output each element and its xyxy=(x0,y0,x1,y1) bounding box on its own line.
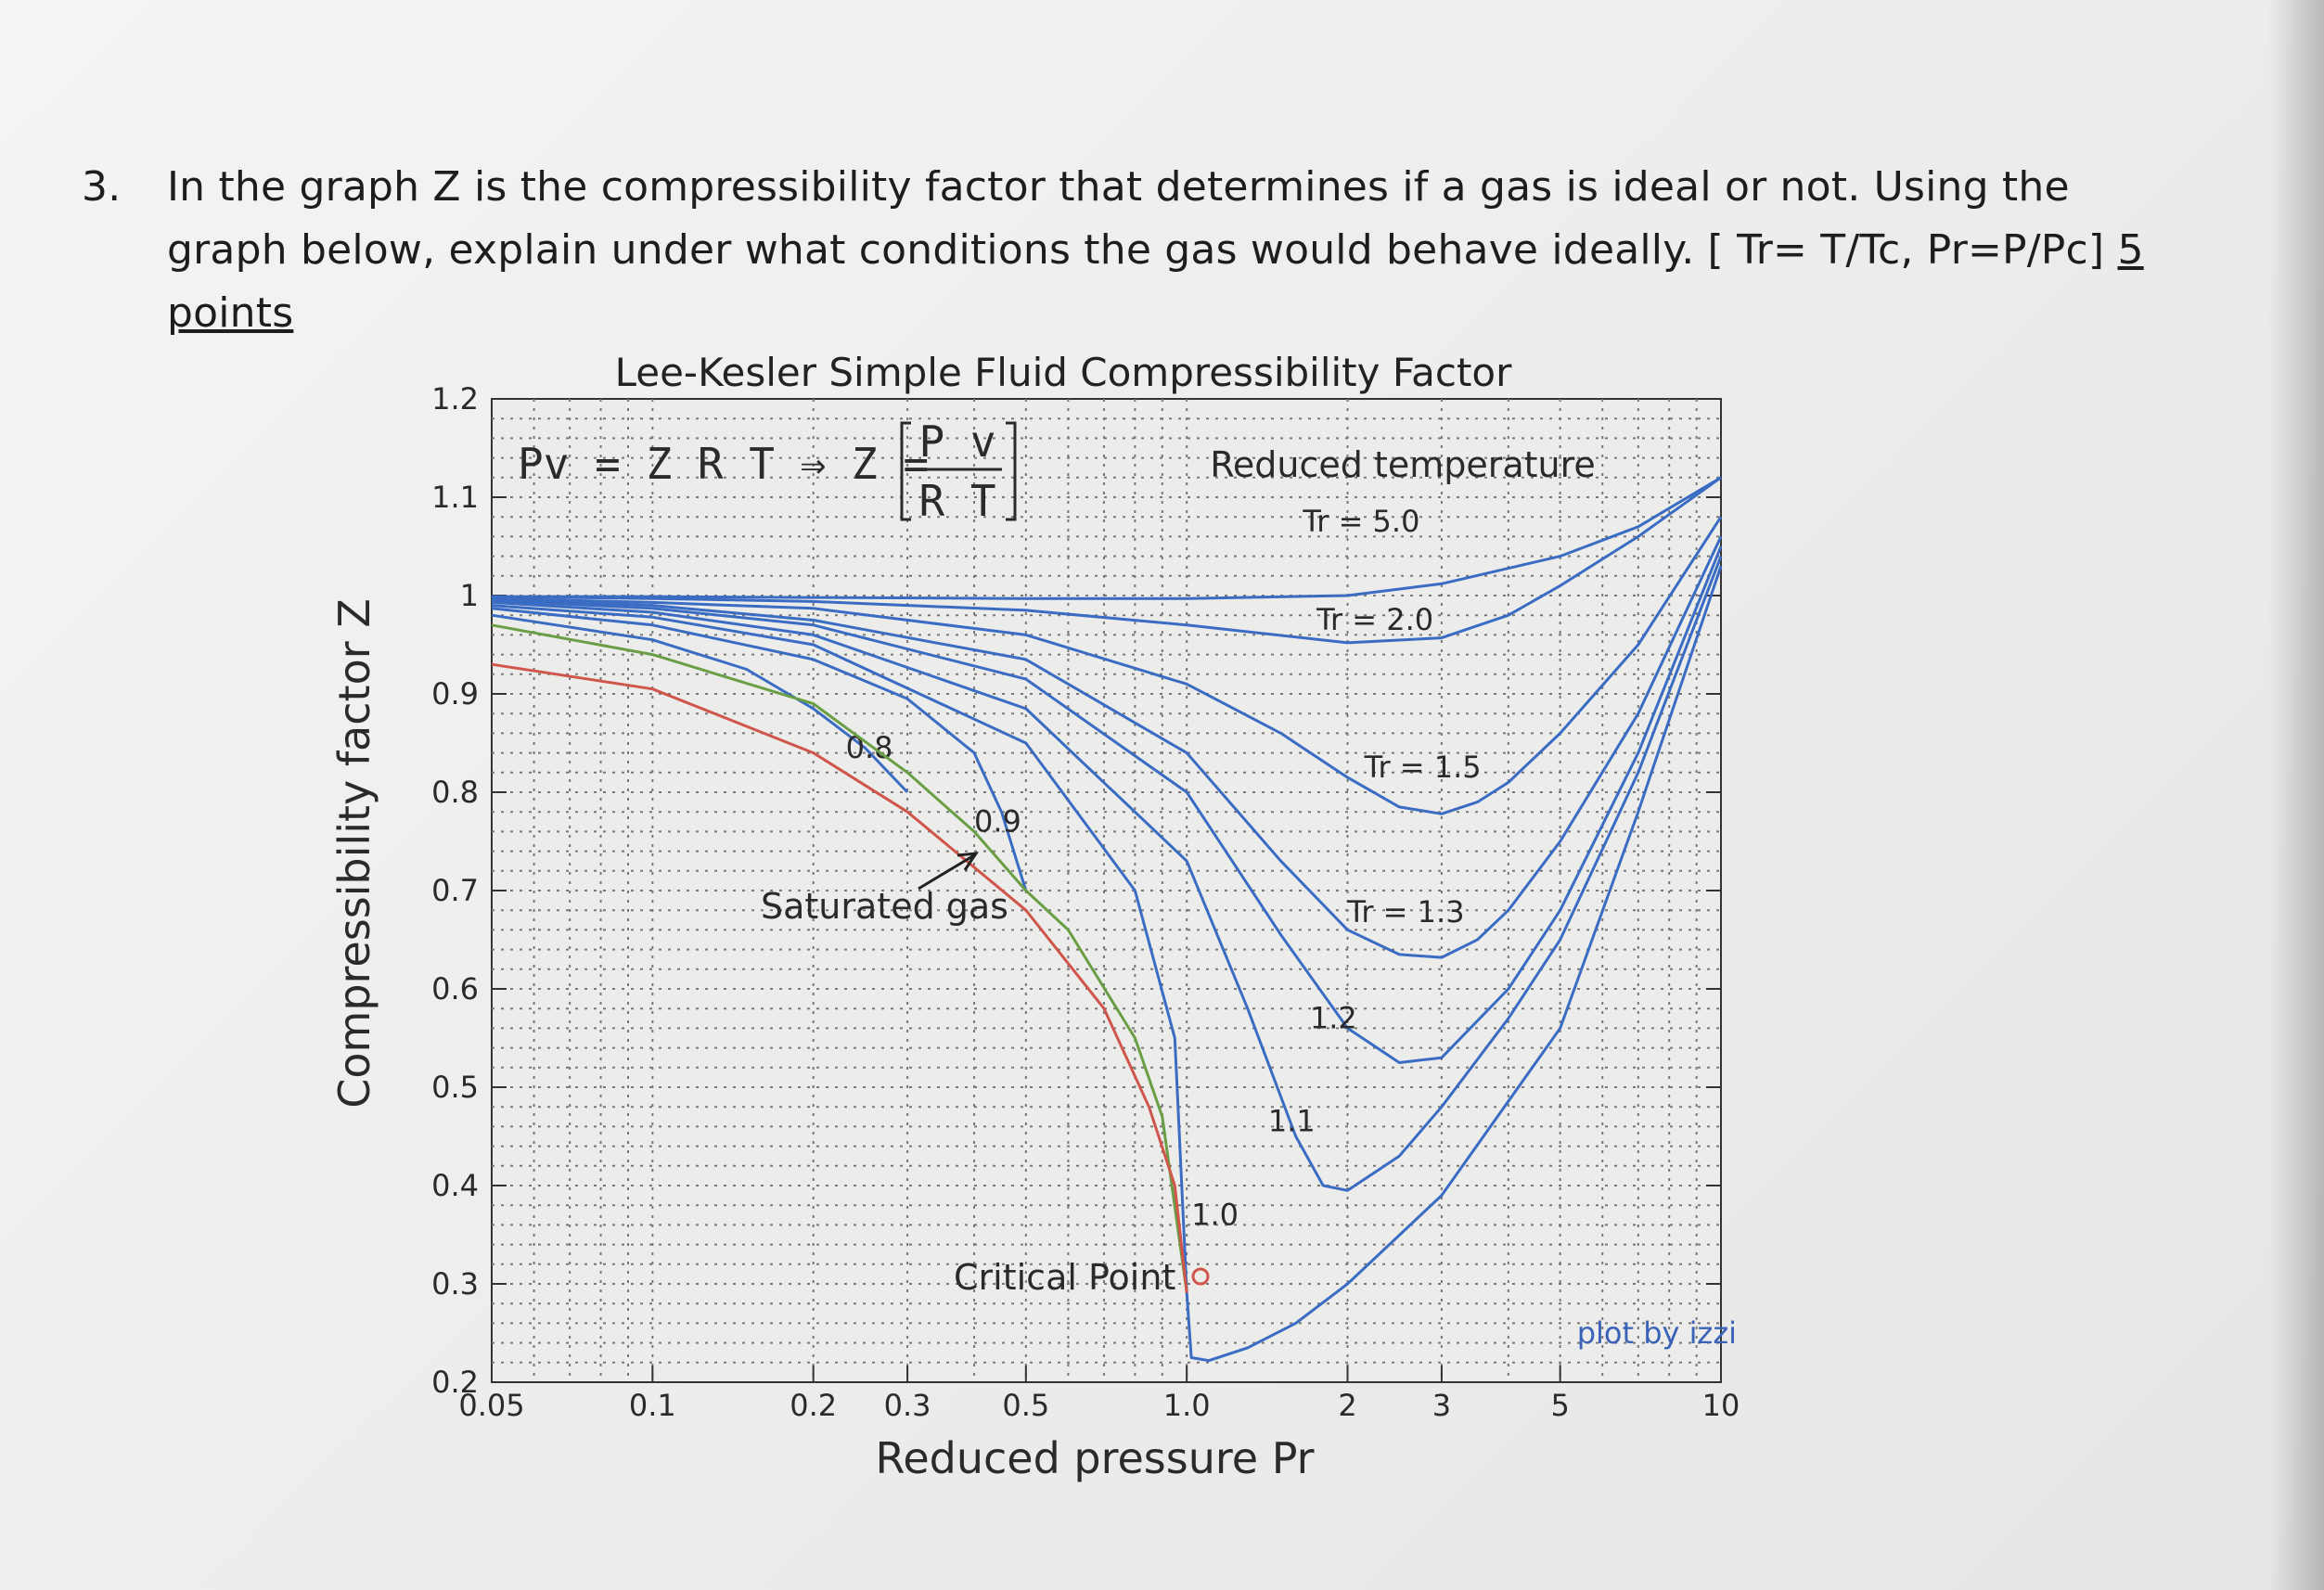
y-tick-label: 0.4 xyxy=(431,1168,479,1203)
x-tick-label: 2 xyxy=(1338,1388,1356,1423)
series-label: 1.2 xyxy=(1310,1000,1357,1035)
formula-right-bracket xyxy=(1006,421,1017,521)
question-prompt: In the graph Z is the compressibility fa… xyxy=(167,163,2105,274)
x-tick-label: 0.5 xyxy=(1002,1388,1049,1423)
series-line xyxy=(492,476,1722,600)
plot-credit: plot by izzi xyxy=(1577,1315,1737,1351)
series-line xyxy=(491,556,1723,1192)
y-tick-label: 0.2 xyxy=(431,1365,479,1400)
saturated-gas-label: Saturated gas xyxy=(761,886,1008,927)
x-tick-label: 0.05 xyxy=(458,1388,524,1423)
x-tick-label: 0.2 xyxy=(790,1388,837,1423)
grid xyxy=(491,398,1722,1383)
y-tick-label: 1.2 xyxy=(431,381,479,417)
question-text: In the graph Z is the compressibility fa… xyxy=(167,156,2152,345)
critical-point-label: Critical Point xyxy=(954,1257,1175,1298)
x-tick-label: 10 xyxy=(1702,1388,1740,1423)
formula-denominator: R T xyxy=(918,476,995,526)
series-label: Tr = 5.0 xyxy=(1302,504,1419,539)
series-line xyxy=(491,545,1723,1064)
y-tick-label: 0.9 xyxy=(431,676,479,712)
formula-numerator: P v xyxy=(918,417,995,467)
series-line xyxy=(491,565,1723,1363)
series-line xyxy=(491,662,1188,1293)
series-line xyxy=(491,623,1188,1293)
series-label: Tr = 1.5 xyxy=(1364,750,1482,785)
formula: Pv = Z R T ⇒ Z = P v R T xyxy=(518,417,1017,526)
tick-labels: 0.2 0.3 0.4 0.5 0.6 0.7 0.8 0.9 1 1.1 1.2 0.05 0.1 0.… xyxy=(431,381,1740,1423)
series-label: 1.0 xyxy=(1191,1197,1239,1232)
y-tick-label: 1 xyxy=(460,578,479,613)
chart-title: Lee-Kesler Simple Fluid Compressibility … xyxy=(615,350,1513,395)
question-points: 5 points xyxy=(167,226,2144,337)
question-number: 3. xyxy=(82,163,122,211)
y-tick-label: 0.3 xyxy=(431,1266,479,1301)
series-line xyxy=(491,607,1028,891)
y-tick-label: 0.8 xyxy=(431,775,479,810)
x-tick-label: 0.1 xyxy=(629,1388,676,1423)
page-edge-shadow xyxy=(2268,0,2324,1590)
x-tick-label: 1.0 xyxy=(1163,1388,1211,1423)
series-label: Tr = 1.3 xyxy=(1347,894,1465,930)
y-axis-label: Compressibility factor Z xyxy=(329,598,379,1109)
series-line xyxy=(491,476,1722,645)
legend-header: Reduced temperature xyxy=(1210,444,1596,485)
y-tick-label: 0.5 xyxy=(431,1070,479,1105)
x-tick-label: 0.3 xyxy=(884,1388,931,1423)
series-line xyxy=(491,613,909,794)
series-label: Tr = 2.0 xyxy=(1316,602,1433,637)
y-tick-label: 0.6 xyxy=(431,971,479,1007)
y-tick-label: 0.7 xyxy=(431,873,479,908)
x-axis-label: Reduced pressure Pr xyxy=(875,1433,1314,1483)
x-tick-label: 5 xyxy=(1550,1388,1569,1423)
critical-point-marker xyxy=(1191,1267,1210,1286)
formula-left-bracket xyxy=(900,421,911,521)
series-line xyxy=(491,535,1723,959)
series-label: 0.8 xyxy=(846,730,893,765)
saturated-gas-arrow xyxy=(918,852,980,891)
curves: Tr = 5.0 Tr = 2.0 Tr = 1.5 Tr = 1.3 1.2 1.1 1.… xyxy=(491,476,1723,1363)
y-tick-label: 1.1 xyxy=(431,480,479,515)
series-label: 1.1 xyxy=(1268,1104,1316,1139)
x-tick-label: 3 xyxy=(1432,1388,1451,1423)
series-label: 0.9 xyxy=(974,803,1021,839)
series-line xyxy=(491,516,1723,815)
formula-lhs: Pv = Z R T ⇒ Z = xyxy=(518,439,929,489)
